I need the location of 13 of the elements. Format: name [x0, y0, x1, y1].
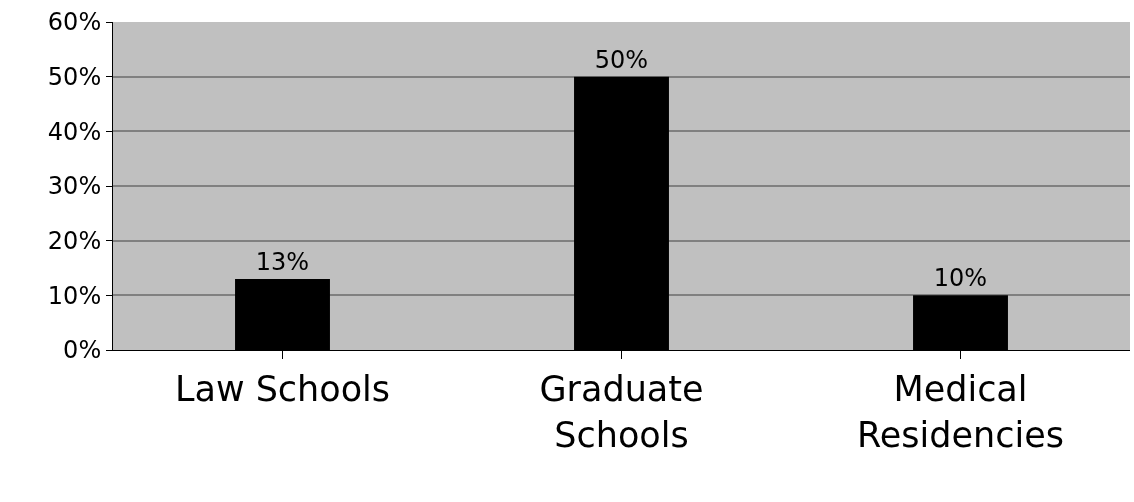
y-tick-label: 30% [47, 172, 102, 201]
data-label: 13% [255, 247, 310, 276]
y-tick-label: 50% [47, 63, 102, 92]
data-label: 10% [933, 264, 988, 293]
y-tick-label: 60% [47, 8, 102, 37]
x-tick-label: Law Schools [174, 369, 391, 409]
y-tick-label: 40% [47, 117, 102, 146]
y-tick-label: 10% [47, 281, 102, 310]
x-tick-label: Graduate Schools [539, 369, 704, 455]
data-label: 50% [594, 45, 649, 74]
y-tick-label: 20% [47, 227, 102, 256]
y-tick-label: 0% [63, 336, 102, 365]
x-tick-label: Medical Residencies [857, 369, 1064, 455]
